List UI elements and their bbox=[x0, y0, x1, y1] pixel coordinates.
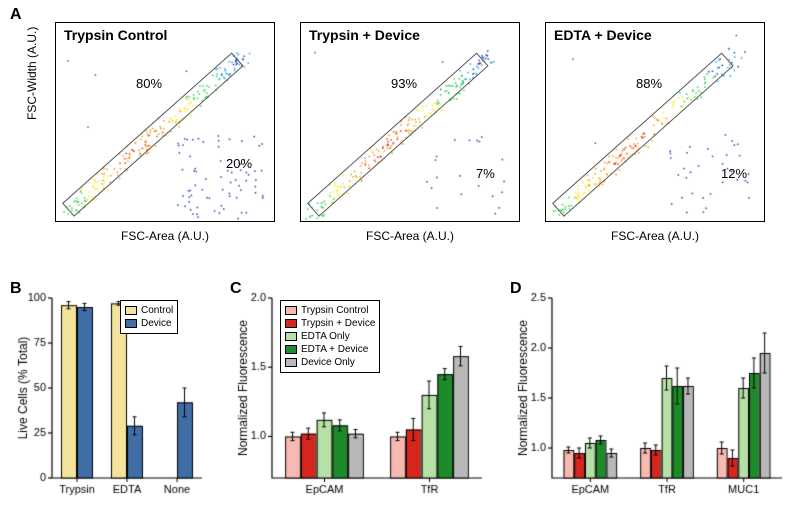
gate-pct-out: 20% bbox=[226, 156, 252, 171]
legend-swatch bbox=[285, 345, 297, 354]
scatter-edta-device: EDTA + Device88%12%FSC-Area (A.U.) bbox=[545, 22, 765, 222]
chart-d-canvas bbox=[512, 292, 788, 508]
scatter-x-axis-label: FSC-Area (A.U.) bbox=[56, 229, 274, 243]
panel-a-y-axis-label: FSC-Width (A.U.) bbox=[25, 27, 39, 120]
gate-pct-in: 88% bbox=[636, 76, 662, 91]
legend-swatch bbox=[285, 319, 297, 328]
legend-swatch bbox=[125, 306, 137, 315]
legend-label: Device Only bbox=[301, 356, 355, 369]
legend-swatch bbox=[285, 306, 297, 315]
legend-item: Device Only bbox=[285, 356, 375, 369]
legend-label: EDTA Only bbox=[301, 330, 350, 343]
gate-pct-out: 12% bbox=[721, 166, 747, 181]
panel-a-label: A bbox=[10, 6, 22, 24]
chart-b-canvas bbox=[12, 292, 208, 508]
legend-label: Trypsin + Device bbox=[301, 317, 375, 330]
legend-item: Control bbox=[125, 304, 173, 317]
legend-label: Trypsin Control bbox=[301, 304, 368, 317]
legend-swatch bbox=[125, 319, 137, 328]
legend-swatch bbox=[285, 358, 297, 367]
scatter-trypsin-control: Trypsin Control80%20%FSC-Area (A.U.) bbox=[55, 22, 275, 222]
gate-pct-in: 93% bbox=[391, 76, 417, 91]
legend-item: EDTA + Device bbox=[285, 343, 375, 356]
legend-item: Trypsin Control bbox=[285, 304, 375, 317]
legend-label: Device bbox=[141, 317, 172, 330]
legend-label: EDTA + Device bbox=[301, 343, 368, 356]
panel-b-legend: ControlDevice bbox=[120, 300, 178, 334]
legend-item: Trypsin + Device bbox=[285, 317, 375, 330]
panel-c-legend: Trypsin ControlTrypsin + DeviceEDTA Only… bbox=[280, 300, 380, 373]
legend-item: EDTA Only bbox=[285, 330, 375, 343]
scatter-trypsin-device: Trypsin + Device93%7%FSC-Area (A.U.) bbox=[300, 22, 520, 222]
scatter-x-axis-label: FSC-Area (A.U.) bbox=[301, 229, 519, 243]
legend-label: Control bbox=[141, 304, 173, 317]
gate-pct-out: 7% bbox=[476, 166, 495, 181]
legend-item: Device bbox=[125, 317, 173, 330]
scatter-x-axis-label: FSC-Area (A.U.) bbox=[546, 229, 764, 243]
legend-swatch bbox=[285, 332, 297, 341]
gate-pct-in: 80% bbox=[136, 76, 162, 91]
